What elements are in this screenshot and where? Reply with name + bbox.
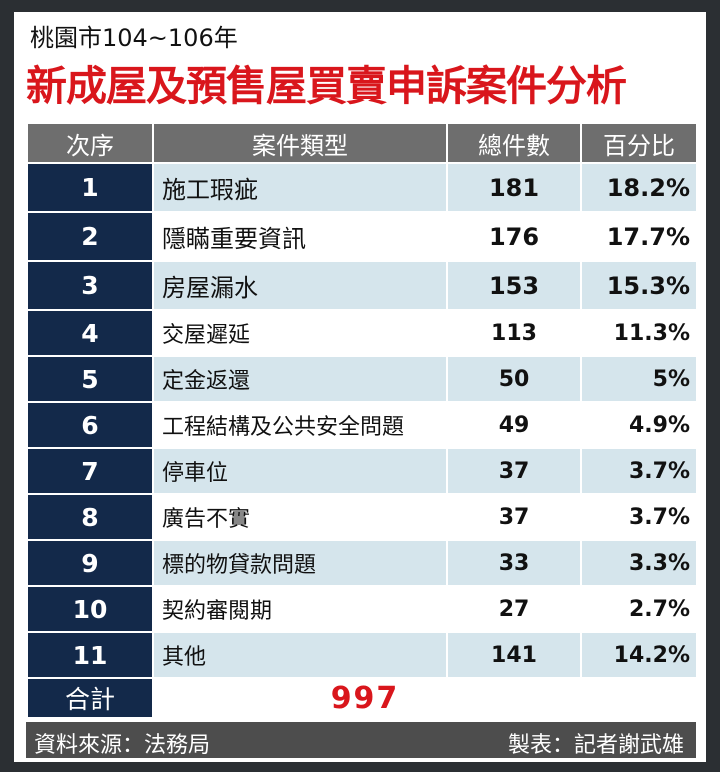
row-percent: 11.3% xyxy=(580,309,698,357)
row-count: 176 xyxy=(446,211,582,262)
total-row: 合計 997 xyxy=(26,677,698,719)
row-count: 27 xyxy=(446,585,582,633)
row-count: 37 xyxy=(446,493,582,541)
table-row: 7 停車位 37 3.7% xyxy=(26,447,698,495)
row-rank: 5 xyxy=(26,355,154,403)
row-count: 49 xyxy=(446,401,582,449)
row-type: 施工瑕疵 xyxy=(152,162,448,213)
row-rank: 4 xyxy=(26,309,154,357)
table-row: 9 標的物貸款問題 33 3.3% xyxy=(26,539,698,587)
row-percent: 15.3% xyxy=(580,260,698,311)
table-row: 11 其他 141 14.2% xyxy=(26,631,698,679)
row-type: 停車位 xyxy=(152,447,448,495)
header-rank: 次序 xyxy=(26,122,154,164)
subtitle: 桃園市104~106年 xyxy=(30,24,238,52)
row-rank: 6 xyxy=(26,401,154,449)
row-type: 工程結構及公共安全問題 xyxy=(152,401,448,449)
row-count: 113 xyxy=(446,309,582,357)
row-count: 50 xyxy=(446,355,582,403)
row-count: 141 xyxy=(446,631,582,679)
table-row: 1 施工瑕疵 181 18.2% xyxy=(26,162,698,213)
row-type: 房屋漏水 xyxy=(152,260,448,311)
row-rank: 9 xyxy=(26,539,154,587)
source-credit: 資料來源：法務局 xyxy=(34,733,211,758)
header-count: 總件數 xyxy=(446,122,582,164)
table-row: 4 交屋遲延 113 11.3% xyxy=(26,309,698,357)
row-rank: 8 xyxy=(26,493,154,541)
row-percent: 17.7% xyxy=(580,211,698,262)
row-type: 標的物貸款問題 xyxy=(152,539,448,587)
total-value: 997 xyxy=(152,677,698,719)
table-header-row: 次序 案件類型 總件數 百分比 xyxy=(26,122,698,164)
footer-bar: 資料來源：法務局 製表：記者謝武雄 xyxy=(26,722,696,758)
row-count: 37 xyxy=(446,447,582,495)
row-percent: 3.7% xyxy=(580,493,698,541)
row-count: 181 xyxy=(446,162,582,213)
infographic-card: 桃園市104~106年 新成屋及預售屋買賣申訴案件分析 次序 案件類型 總件數 … xyxy=(14,12,706,762)
row-percent: 2.7% xyxy=(580,585,698,633)
row-type: 契約審閱期 xyxy=(152,585,448,633)
row-percent: 4.9% xyxy=(580,401,698,449)
row-percent: 18.2% xyxy=(580,162,698,213)
row-type: 其他 xyxy=(152,631,448,679)
row-count: 153 xyxy=(446,260,582,311)
author-credit: 製表：記者謝武雄 xyxy=(507,733,684,758)
table-row: 10 契約審閱期 27 2.7% xyxy=(26,585,698,633)
row-percent: 3.3% xyxy=(580,539,698,587)
row-percent: 14.2% xyxy=(580,631,698,679)
row-type: 廣告不實 xyxy=(152,493,448,541)
table-row: 3 房屋漏水 153 15.3% xyxy=(26,260,698,311)
row-rank: 1 xyxy=(26,162,154,213)
table-row: 5 定金返還 50 5% xyxy=(26,355,698,403)
complaint-table: 次序 案件類型 總件數 百分比 1 施工瑕疵 181 18.2% 2 隱瞞重要資… xyxy=(26,122,698,719)
row-rank: 3 xyxy=(26,260,154,311)
header-type: 案件類型 xyxy=(152,122,448,164)
row-rank: 11 xyxy=(26,631,154,679)
row-type: 交屋遲延 xyxy=(152,309,448,357)
row-type: 隱瞞重要資訊 xyxy=(152,211,448,262)
row-percent: 5% xyxy=(580,355,698,403)
row-rank: 10 xyxy=(26,585,154,633)
table-row: 6 工程結構及公共安全問題 49 4.9% xyxy=(26,401,698,449)
row-count: 33 xyxy=(446,539,582,587)
table-row: 2 隱瞞重要資訊 176 17.7% xyxy=(26,211,698,262)
row-rank: 2 xyxy=(26,211,154,262)
row-percent: 3.7% xyxy=(580,447,698,495)
row-rank: 7 xyxy=(26,447,154,495)
page-title: 新成屋及預售屋買賣申訴案件分析 xyxy=(26,62,627,110)
table-row: 8 廣告不實 37 3.7% xyxy=(26,493,698,541)
row-type: 定金返還 xyxy=(152,355,448,403)
total-label: 合計 xyxy=(26,677,154,719)
header-percent: 百分比 xyxy=(580,122,698,164)
